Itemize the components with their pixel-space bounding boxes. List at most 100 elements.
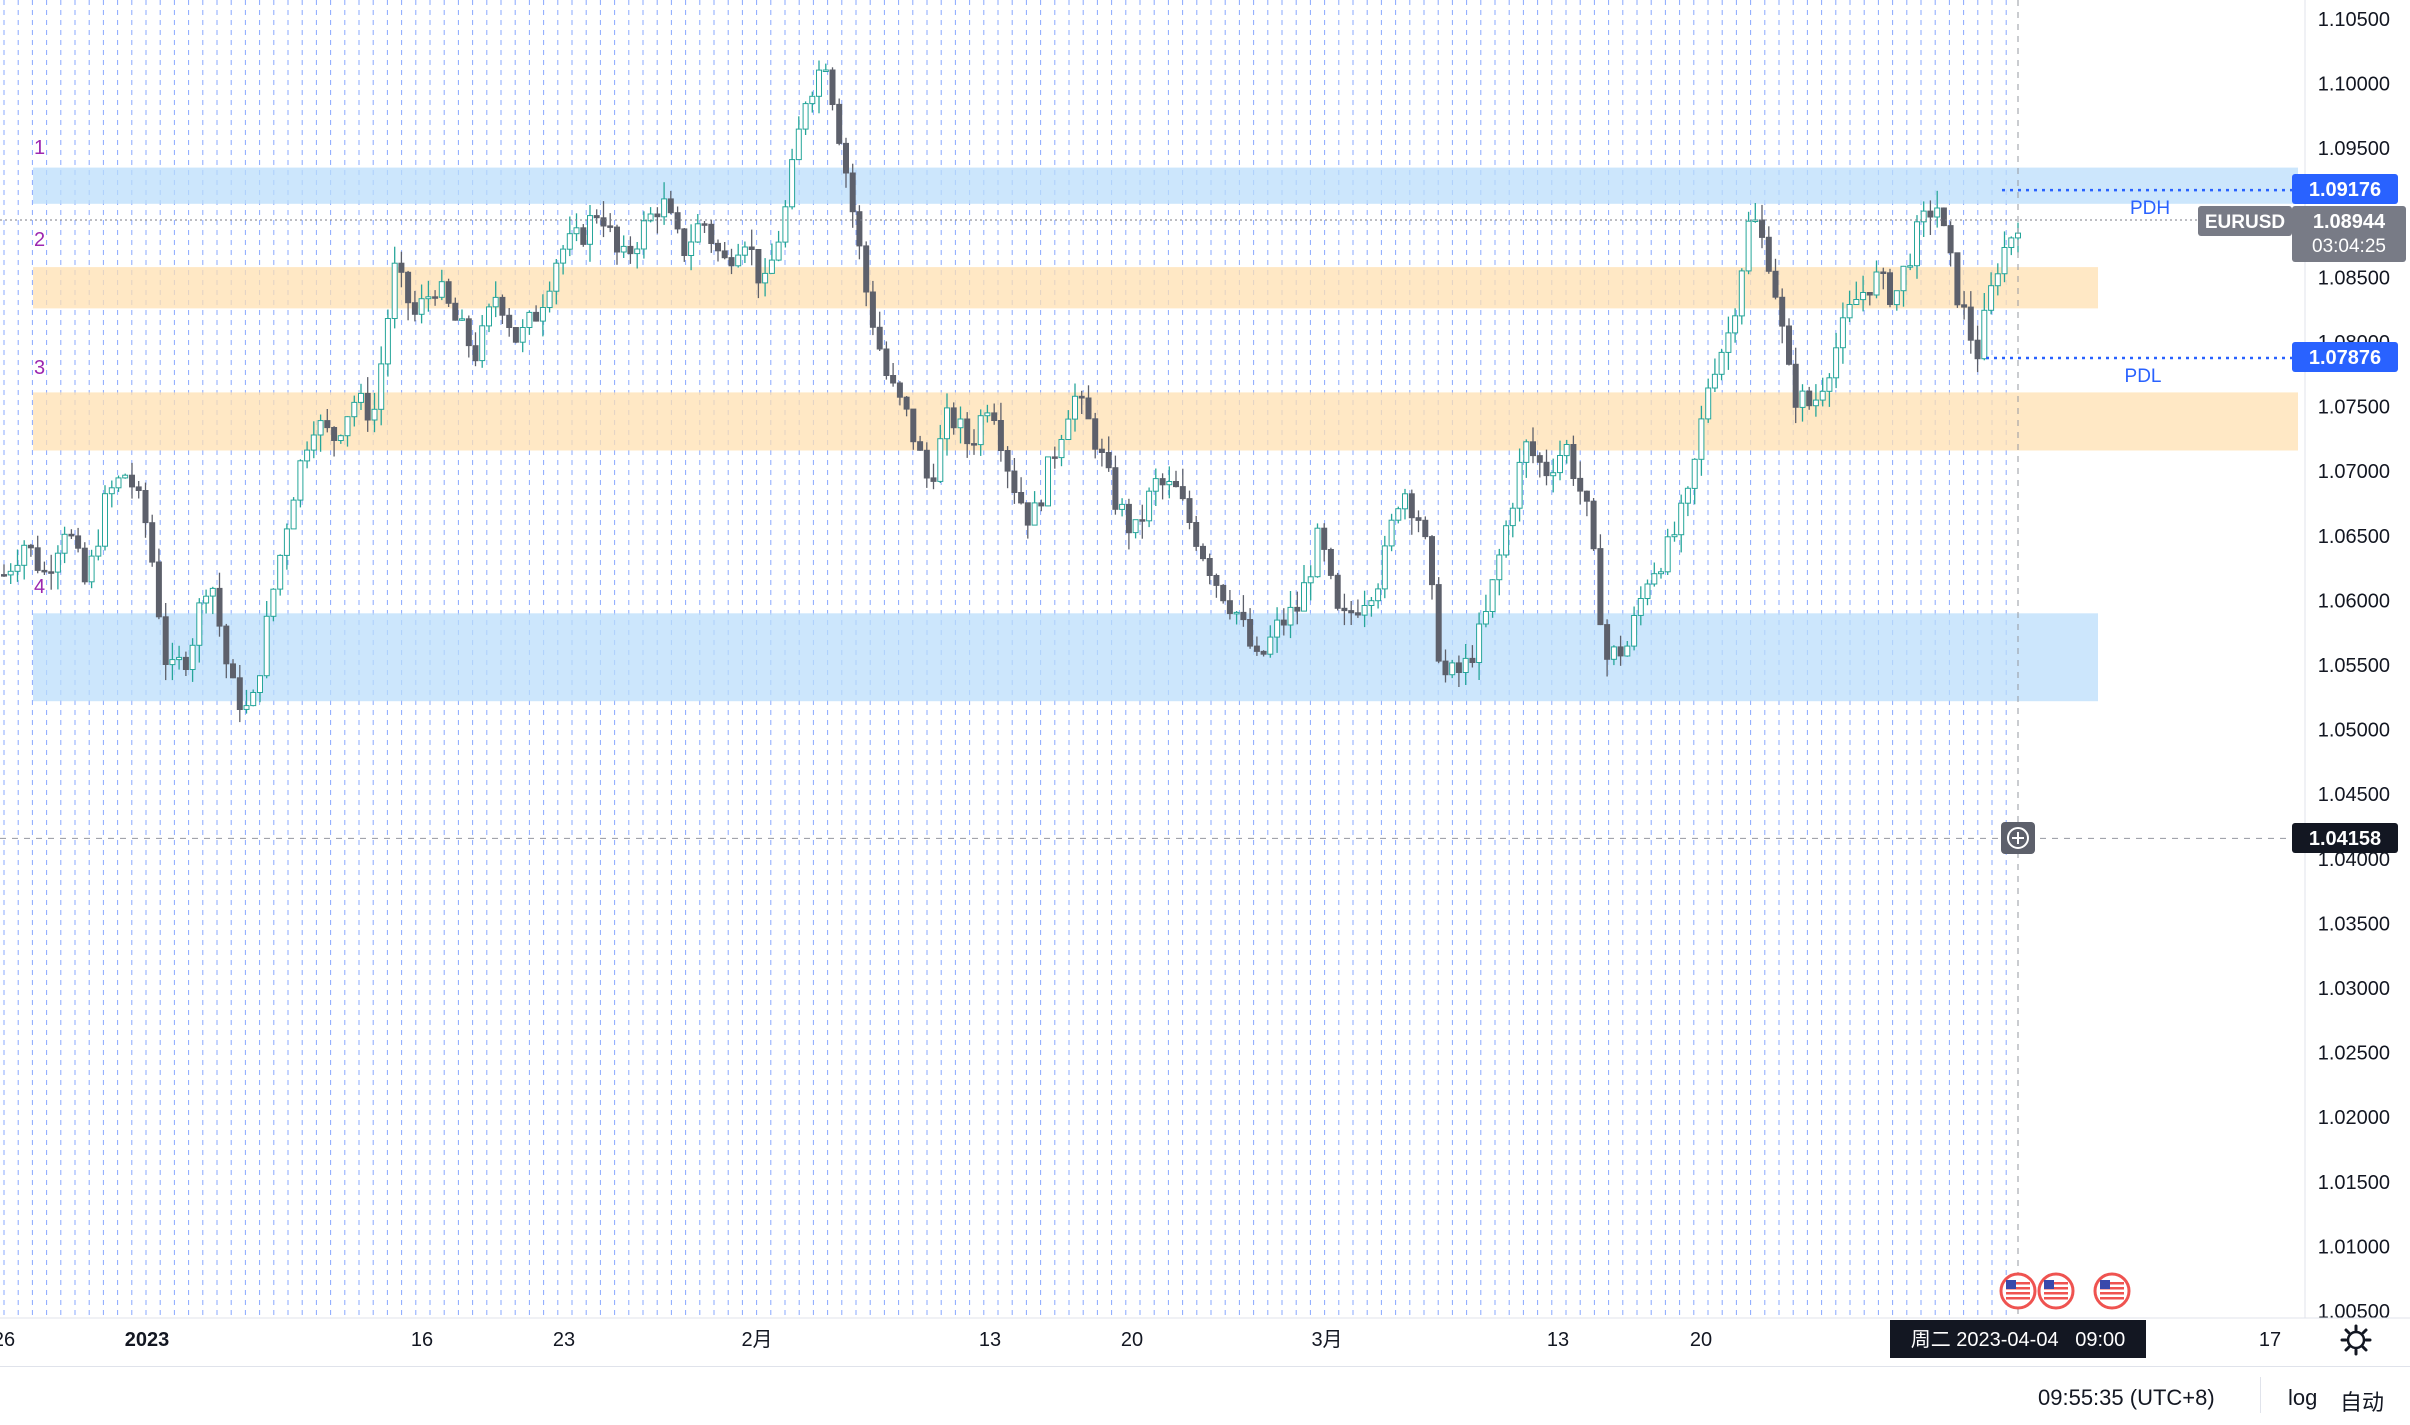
candle-body bbox=[1018, 492, 1025, 504]
candle-body bbox=[1981, 309, 1988, 360]
candle-body bbox=[1213, 575, 1220, 586]
time-axis[interactable]: 26 2023 16 23 2月 13 20 3月 13 20 17 周二 2023-04-04 0… bbox=[0, 1317, 2410, 1358]
candle-body bbox=[257, 675, 263, 694]
candle-body bbox=[1125, 503, 1132, 534]
candle-body bbox=[1792, 363, 1799, 408]
zones: 1 2 3 4 bbox=[33, 137, 2298, 702]
candle-body bbox=[829, 69, 836, 105]
price-tick: 1.05000 bbox=[2318, 720, 2390, 742]
candle-body bbox=[2001, 247, 2008, 275]
candle-body bbox=[1812, 399, 1819, 407]
candle-body bbox=[1799, 390, 1806, 408]
candle-body bbox=[1705, 387, 1712, 420]
price-tick: 1.01000 bbox=[2318, 1236, 2390, 1258]
candle-body bbox=[263, 615, 270, 677]
pdl-price: 1.07876 bbox=[2309, 347, 2381, 369]
candle-body bbox=[1873, 271, 1880, 296]
candle-body bbox=[405, 271, 412, 304]
auto-scale-button[interactable]: 自动 bbox=[2340, 1390, 2385, 1415]
candle-body bbox=[1334, 574, 1341, 609]
candle-body bbox=[1307, 576, 1314, 584]
price-tick: 1.10000 bbox=[2318, 74, 2390, 96]
candle-body bbox=[620, 245, 627, 253]
pdh-price: 1.09176 bbox=[2309, 179, 2381, 201]
candle-body bbox=[1772, 270, 1779, 298]
candle-body bbox=[1617, 646, 1624, 657]
candle-body bbox=[1354, 612, 1361, 616]
candle-body bbox=[944, 407, 950, 440]
candle-body bbox=[472, 345, 479, 362]
candle-body bbox=[896, 382, 903, 398]
candle-body bbox=[1469, 657, 1476, 664]
candle-body bbox=[876, 326, 883, 350]
candle-body bbox=[1557, 455, 1563, 474]
candle-body bbox=[1152, 478, 1159, 492]
candle-body bbox=[1206, 558, 1213, 576]
candle-body bbox=[34, 547, 41, 571]
candle-body bbox=[674, 212, 681, 230]
log-scale-button[interactable]: log bbox=[2288, 1385, 2318, 1410]
candle-body bbox=[977, 415, 984, 446]
candle-body bbox=[209, 587, 216, 597]
candle-body bbox=[519, 327, 526, 343]
candle-body bbox=[1119, 503, 1126, 510]
candle-body bbox=[1287, 606, 1294, 626]
candle-body bbox=[546, 290, 553, 309]
candle-body bbox=[41, 569, 48, 573]
candle-body bbox=[822, 69, 829, 72]
candle-body bbox=[600, 217, 607, 227]
time-tick: 13 bbox=[1547, 1329, 1569, 1351]
price-axis[interactable]: 1.105001.100001.095001.090001.085001.080… bbox=[2304, 0, 2390, 1323]
candle-body bbox=[836, 103, 843, 144]
candle-body bbox=[48, 571, 55, 574]
candle-body bbox=[843, 142, 849, 174]
candle-body bbox=[1711, 373, 1718, 389]
candle-body bbox=[1927, 210, 1934, 218]
time-tick: 3月 bbox=[1311, 1329, 1342, 1351]
candle-body bbox=[277, 554, 284, 590]
candle-body bbox=[539, 307, 546, 322]
candle-body bbox=[432, 296, 439, 299]
candle-body bbox=[1900, 265, 1907, 292]
candle-body bbox=[1530, 441, 1536, 457]
candle-body bbox=[856, 211, 863, 247]
candle-body bbox=[1577, 477, 1584, 492]
candle-body bbox=[1092, 418, 1099, 450]
candle-body bbox=[108, 487, 115, 495]
candle-body bbox=[1509, 507, 1516, 527]
candle-body bbox=[1112, 467, 1119, 510]
pdl-label: PDL bbox=[2125, 366, 2162, 387]
last-price: 1.08944 bbox=[2313, 211, 2386, 233]
candle-body bbox=[1934, 207, 1941, 218]
candle-body bbox=[809, 95, 816, 105]
candle-body bbox=[1146, 490, 1153, 522]
candle-body bbox=[816, 69, 822, 97]
candle-body bbox=[1375, 588, 1382, 602]
candle-body bbox=[499, 296, 506, 316]
event-flags[interactable] bbox=[1999, 1272, 2131, 1310]
candle-body bbox=[54, 552, 61, 573]
candle-body bbox=[654, 213, 661, 218]
price-tick: 1.07500 bbox=[2318, 397, 2390, 419]
candle-body bbox=[283, 528, 290, 556]
plus-circle-icon[interactable] bbox=[2001, 822, 2035, 854]
candle-body bbox=[923, 449, 930, 479]
candle-body bbox=[795, 128, 802, 161]
candle-body bbox=[378, 363, 385, 410]
pdl-price-tag: 1.07876 bbox=[2292, 342, 2398, 372]
candle-body bbox=[398, 262, 405, 273]
candle-body bbox=[984, 412, 991, 417]
candle-body bbox=[297, 460, 304, 501]
candle-body bbox=[149, 522, 156, 563]
candle-body bbox=[182, 656, 189, 671]
gear-icon[interactable] bbox=[2340, 1324, 2372, 1356]
candle-body bbox=[1065, 418, 1072, 441]
zone-label-4: 4 bbox=[34, 576, 45, 598]
candle-body bbox=[661, 198, 668, 218]
candle-body bbox=[243, 705, 250, 710]
candle-body bbox=[250, 692, 257, 707]
candle-body bbox=[1940, 207, 1947, 227]
candle-body bbox=[88, 555, 95, 583]
candle-body bbox=[445, 281, 452, 304]
